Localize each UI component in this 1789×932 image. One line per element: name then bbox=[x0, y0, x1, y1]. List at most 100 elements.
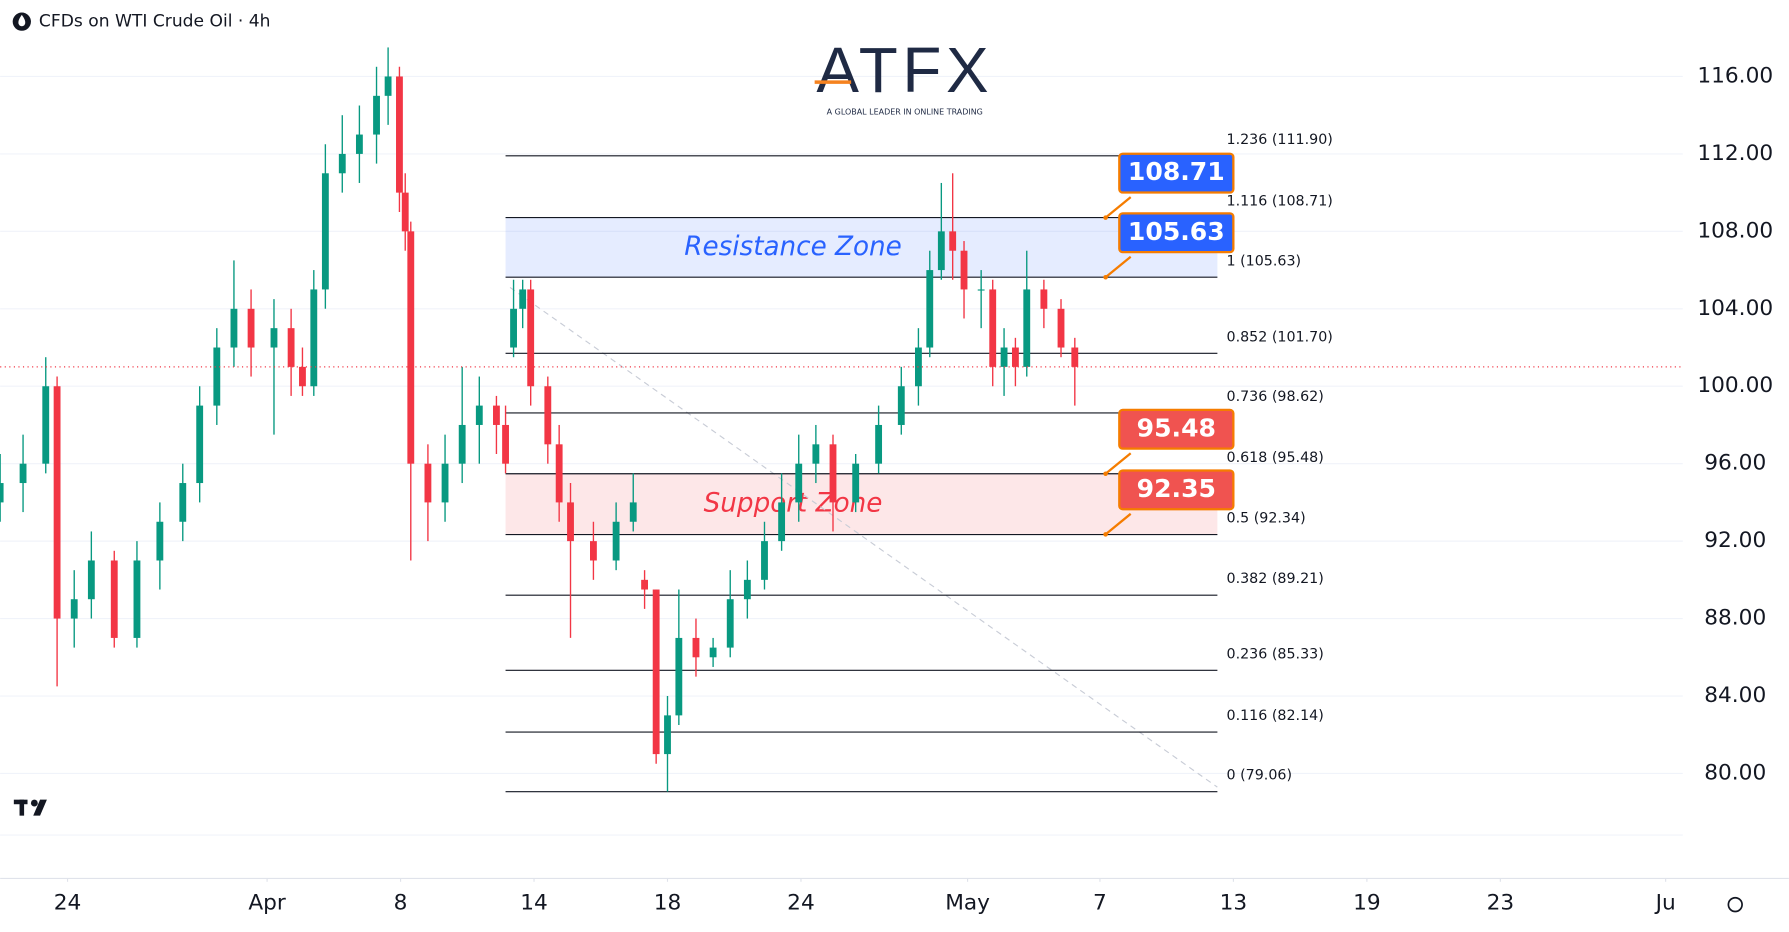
candle-body bbox=[373, 95, 380, 135]
candle-body bbox=[743, 579, 751, 600]
candle-body bbox=[527, 289, 535, 387]
candle-body bbox=[989, 289, 997, 367]
candle-body bbox=[612, 521, 620, 561]
fib-label: 0.5 (92.34) bbox=[1227, 511, 1306, 527]
candle-body bbox=[726, 599, 734, 648]
candle-body bbox=[299, 366, 306, 387]
candle-body bbox=[641, 579, 649, 590]
candle-body bbox=[692, 637, 700, 658]
grid bbox=[0, 75, 1683, 775]
y-tick-label: 108.00 bbox=[1697, 218, 1773, 243]
candle-body bbox=[19, 463, 27, 484]
candle-body bbox=[42, 386, 50, 464]
chart-title: CFDs on WTI Crude Oil · 4h bbox=[39, 12, 271, 32]
candle-body bbox=[1000, 347, 1008, 367]
candle-body bbox=[812, 444, 820, 464]
x-tick-label: 14 bbox=[520, 890, 548, 915]
candle-body bbox=[1023, 289, 1031, 367]
y-tick-label: 84.00 bbox=[1704, 683, 1766, 708]
x-tick-label: 19 bbox=[1353, 890, 1381, 915]
candle-body bbox=[502, 424, 509, 464]
candle-body bbox=[355, 134, 363, 154]
fib-label: 0.618 (95.48) bbox=[1227, 450, 1324, 466]
price-tags: 108.71 105.63 95.48 92.35 bbox=[1103, 152, 1235, 537]
y-tick-label: 80.00 bbox=[1704, 760, 1766, 785]
fib-levels: 1.236 (111.90) 1.116 (108.71) 1 (105.63) 0.… bbox=[505, 132, 1333, 793]
brand-tagline: A GLOBAL LEADER IN ONLINE TRADING bbox=[827, 107, 983, 116]
price-tag-pointer bbox=[1104, 196, 1132, 219]
candle-body bbox=[53, 386, 61, 619]
y-tick-label: 104.00 bbox=[1697, 296, 1773, 321]
x-tick-label: 8 bbox=[394, 890, 408, 915]
price-tag-pointer bbox=[1104, 255, 1132, 279]
price-tag-pointer bbox=[1104, 452, 1132, 475]
candle-body bbox=[230, 308, 238, 348]
candle-body bbox=[310, 289, 318, 387]
candle-body bbox=[709, 647, 717, 658]
x-tick-label: 24 bbox=[787, 890, 815, 915]
fib-label: 1 (105.63) bbox=[1227, 253, 1302, 269]
trend-line bbox=[509, 287, 1218, 788]
tv-logo-part bbox=[30, 799, 38, 807]
candle-body bbox=[338, 153, 346, 174]
y-tick-label: 112.00 bbox=[1697, 141, 1773, 166]
brand-logo: ATFX bbox=[816, 34, 993, 106]
price-tag-label: 95.48 bbox=[1137, 413, 1216, 442]
x-tick-label: Ju bbox=[1654, 890, 1676, 915]
candle-body bbox=[1011, 347, 1019, 367]
y-tick-label: 92.00 bbox=[1704, 528, 1766, 553]
candle-body bbox=[1057, 308, 1065, 348]
settings-icon[interactable] bbox=[1727, 896, 1743, 913]
candle-body bbox=[960, 250, 968, 290]
candle-body bbox=[778, 502, 786, 542]
candle-body bbox=[675, 637, 683, 716]
candle-body bbox=[156, 521, 164, 561]
candle-body bbox=[401, 192, 409, 232]
y-tick-label: 116.00 bbox=[1697, 63, 1773, 88]
fib-label: 0.236 (85.33) bbox=[1227, 646, 1324, 662]
y-tick-label: 100.00 bbox=[1697, 373, 1773, 398]
candle-body bbox=[652, 589, 660, 755]
zone bbox=[505, 473, 1218, 535]
candle-body bbox=[937, 231, 945, 271]
fib-label: 0.382 (89.21) bbox=[1227, 571, 1324, 587]
fib-label: 0.852 (101.70) bbox=[1227, 329, 1333, 345]
candle-body bbox=[475, 405, 483, 425]
candle-body bbox=[179, 483, 187, 522]
candle-body bbox=[829, 444, 837, 503]
candle-body bbox=[567, 502, 574, 542]
tv-logo-part bbox=[33, 799, 47, 816]
y-tick-label: 96.00 bbox=[1704, 451, 1766, 476]
candle-body bbox=[795, 463, 803, 503]
axes: 80.00 84.00 88.00 92.00 96.00 100.00 104.00 108… bbox=[54, 63, 1773, 915]
candle-body bbox=[133, 560, 141, 638]
candle-body bbox=[424, 463, 432, 503]
candle-body bbox=[875, 424, 883, 464]
x-tick-label: May bbox=[945, 890, 990, 915]
candle-body bbox=[589, 541, 597, 561]
candle-body bbox=[407, 231, 415, 464]
price-tag-label: 108.71 bbox=[1128, 157, 1225, 186]
candle-body bbox=[897, 386, 905, 425]
fib-label: 1.236 (111.90) bbox=[1227, 132, 1333, 148]
candle-body bbox=[555, 444, 563, 503]
candle-body bbox=[70, 599, 78, 619]
candle-body bbox=[287, 328, 295, 367]
zone-label: Resistance Zone bbox=[684, 232, 902, 262]
price-tag-anchor bbox=[1103, 471, 1108, 477]
candle-body bbox=[441, 463, 449, 503]
price-tag-box bbox=[1118, 469, 1235, 511]
candle-body bbox=[270, 328, 278, 348]
candle-body bbox=[1071, 347, 1079, 367]
zone bbox=[505, 217, 1218, 278]
price-tag-box bbox=[1118, 212, 1235, 254]
candle-body bbox=[396, 76, 403, 193]
candle-body bbox=[629, 502, 637, 522]
candle-body bbox=[1040, 289, 1048, 309]
candle-body bbox=[544, 386, 552, 445]
tv-logo-part bbox=[19, 799, 25, 816]
x-tick-label: Apr bbox=[248, 890, 286, 915]
tv-logo bbox=[13, 799, 47, 816]
